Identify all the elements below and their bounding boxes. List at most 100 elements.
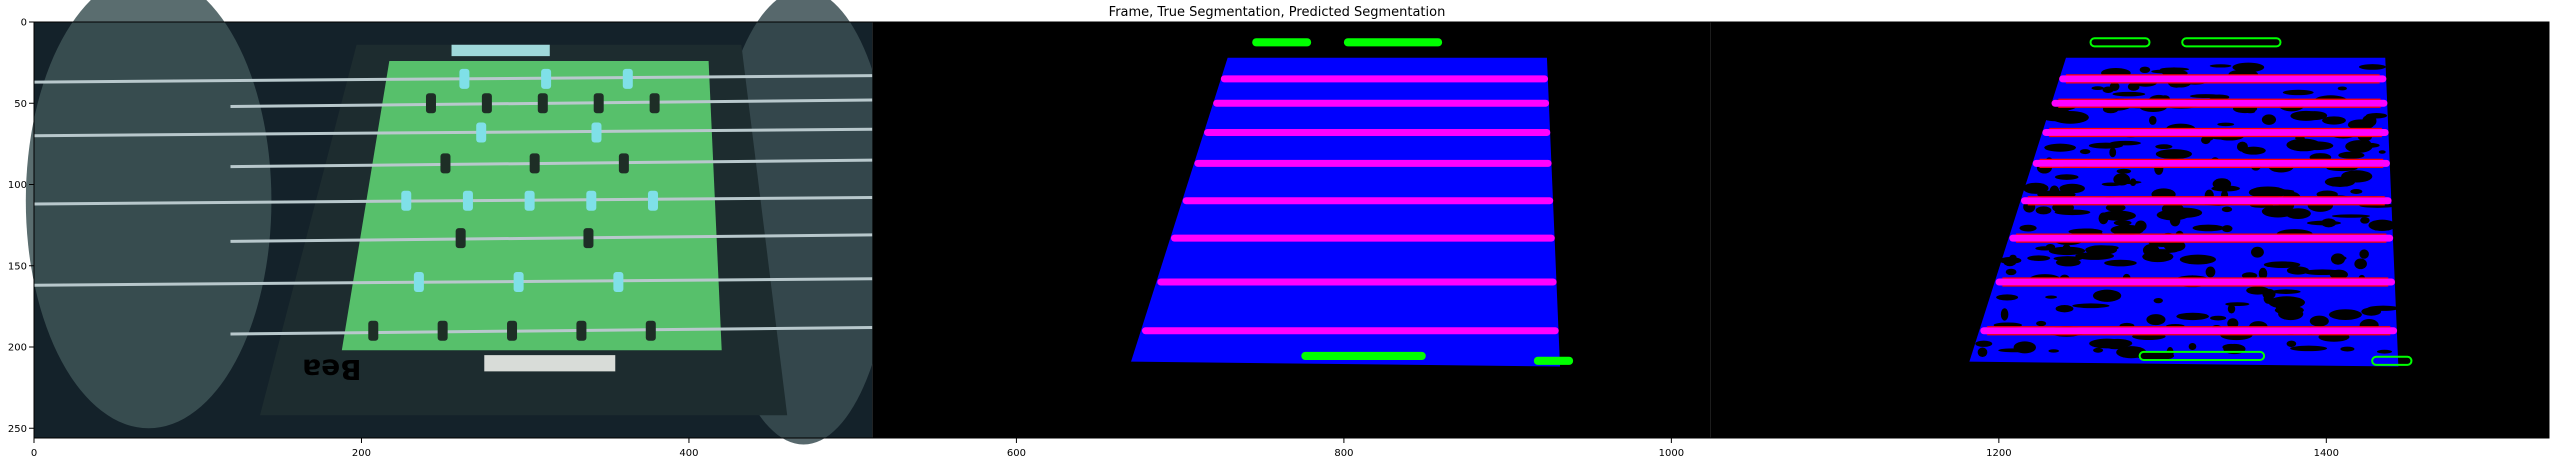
figure <box>591 122 602 143</box>
prediction-noise <box>2155 149 2192 160</box>
prediction-noise <box>2019 224 2037 232</box>
prediction-noise <box>2303 269 2342 276</box>
prediction-noise <box>2262 189 2295 194</box>
x-tick-label: 1000 <box>1659 448 1684 459</box>
prediction-noise <box>2102 338 2133 348</box>
prediction-noise <box>2261 114 2277 125</box>
prediction-noise <box>1996 294 2019 301</box>
prediction-noise <box>2205 266 2216 278</box>
seg-goal <box>1533 356 1574 365</box>
x-tick-label: 1200 <box>1986 448 2011 459</box>
chart-title: Frame, True Segmentation, Predicted Segm… <box>1109 5 1446 20</box>
image-panels: Bea <box>25 0 2549 445</box>
prediction-noise <box>2146 314 2166 326</box>
prediction-noise <box>2322 116 2346 125</box>
figure <box>524 190 535 211</box>
figure <box>541 68 552 89</box>
prediction-noise <box>2127 82 2140 91</box>
prediction-noise <box>2038 108 2073 122</box>
prediction-noise <box>2168 67 2180 76</box>
figure <box>513 272 524 292</box>
y-tick-label: 50 <box>14 99 27 110</box>
figure <box>437 320 448 341</box>
prediction-noise <box>2332 255 2347 261</box>
prediction-noise <box>2110 224 2144 236</box>
prediction-noise <box>2368 219 2396 231</box>
prediction-noise <box>2271 289 2301 294</box>
figure <box>593 93 604 114</box>
x-tick-label: 0 <box>31 448 37 459</box>
seg-goal <box>2371 355 2413 366</box>
prediction-noise <box>2221 206 2233 213</box>
x-tick-label: 200 <box>352 448 371 459</box>
prediction-noise <box>2232 62 2265 73</box>
figure <box>586 190 597 211</box>
seg-goal <box>2138 350 2266 361</box>
figure <box>618 153 629 174</box>
prediction-noise <box>2209 64 2232 68</box>
prediction-noise <box>2091 86 2105 91</box>
x-tick-label: 800 <box>1334 448 1353 459</box>
frame-rod <box>230 233 873 243</box>
prediction-noise <box>2192 224 2225 232</box>
prediction-noise <box>2331 214 2371 218</box>
seg-goal <box>2181 37 2282 48</box>
figure <box>583 228 594 249</box>
prediction-noise <box>2225 302 2250 306</box>
frame-rod <box>33 196 873 206</box>
table-logo: Bea <box>302 353 361 386</box>
prediction-noise <box>2221 225 2233 233</box>
prediction-noise <box>2290 345 2328 352</box>
prediction-noise <box>2300 141 2334 151</box>
prediction-noise <box>2044 143 2076 152</box>
prediction-noise <box>2350 188 2363 195</box>
figure <box>476 122 487 143</box>
prediction-noise <box>2022 182 2049 194</box>
prediction-noise <box>2290 110 2322 121</box>
prediction-noise <box>2048 349 2060 353</box>
prediction-noise <box>2092 289 2122 302</box>
frame-rod <box>33 277 873 287</box>
panel-predicted-segmentation <box>1710 22 2549 438</box>
prediction-noise <box>2282 89 2314 96</box>
prediction-noise <box>2176 312 2210 321</box>
prediction-noise <box>1977 347 1988 357</box>
prediction-noise <box>2116 168 2132 174</box>
figure <box>455 228 466 249</box>
prediction-noise <box>2361 307 2382 316</box>
prediction-noise <box>2286 340 2297 347</box>
prediction-noise <box>2347 119 2374 131</box>
prediction-noise <box>2059 183 2085 194</box>
prediction-noise <box>2241 272 2258 279</box>
figure <box>425 93 436 114</box>
prediction-noise <box>2358 142 2380 148</box>
prediction-noise <box>2149 115 2157 125</box>
player-left <box>25 0 272 429</box>
prediction-noise <box>2161 202 2184 216</box>
figure <box>613 272 624 292</box>
prediction-noise <box>2048 246 2086 256</box>
prediction-noise <box>2227 304 2236 314</box>
prediction-noise <box>2005 268 2017 276</box>
axes-frame <box>33 21 2550 439</box>
prediction-noise <box>2359 249 2369 259</box>
prediction-noise <box>2035 206 2052 215</box>
prediction-noise <box>2163 239 2186 252</box>
y-tick-label: 200 <box>8 343 27 354</box>
prediction-noise <box>2204 136 2214 141</box>
prediction-noise <box>2136 351 2175 361</box>
panel-true-segmentation <box>872 22 1711 438</box>
y-tick-label: 0 <box>21 18 27 29</box>
prediction-noise <box>2268 296 2305 309</box>
prediction-noise <box>2143 249 2178 254</box>
x-tick-label: 1400 <box>2314 448 2339 459</box>
figure <box>413 272 424 292</box>
y-tick-label: 100 <box>8 180 27 191</box>
x-tick-label: 400 <box>679 448 698 459</box>
prediction-noise <box>2109 147 2117 158</box>
prediction-noise <box>2245 109 2256 114</box>
prediction-noise <box>2286 266 2309 275</box>
frame-rod <box>33 74 873 84</box>
figure <box>529 153 540 174</box>
